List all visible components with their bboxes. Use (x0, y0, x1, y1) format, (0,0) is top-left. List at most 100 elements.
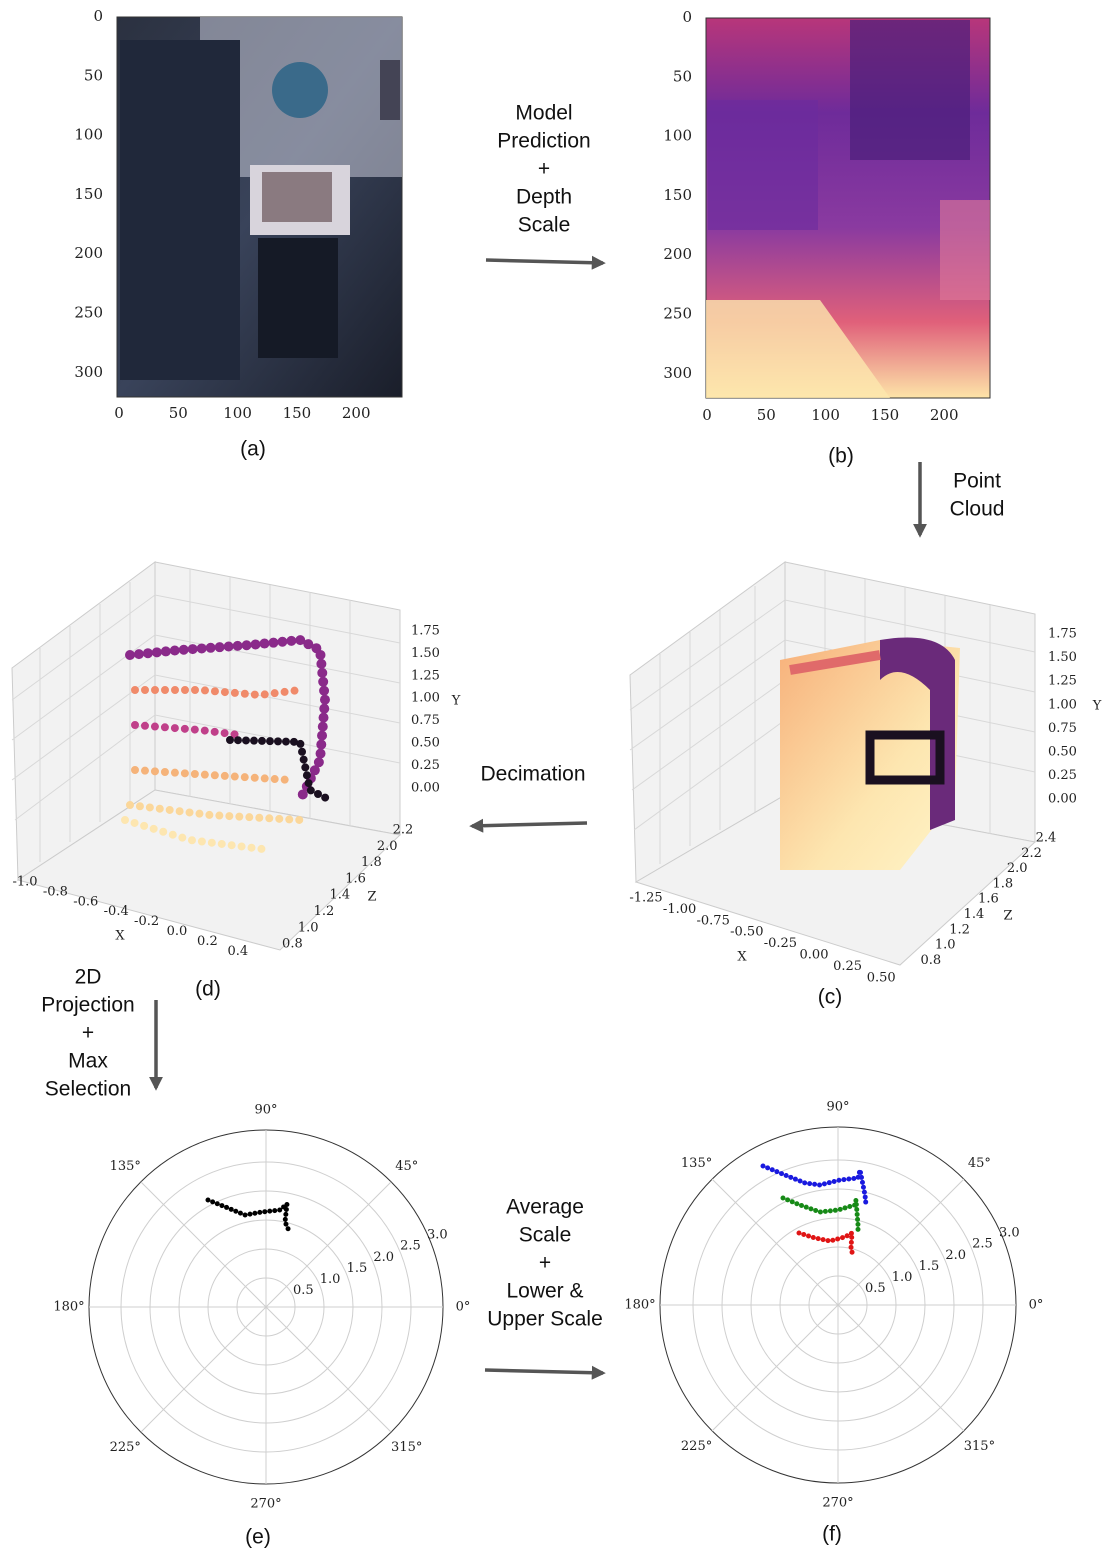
radius-label: 1.0 (892, 1270, 913, 1285)
radius-label: 3.0 (427, 1228, 448, 1243)
y-tick-label: 50 (84, 66, 103, 84)
z-tick-label: 1.8 (361, 855, 382, 870)
radius-label: 1.5 (919, 1259, 940, 1274)
y-tick-label: 1.50 (411, 646, 440, 661)
step-label: Prediction (497, 130, 590, 153)
z-tick-label: 0.8 (920, 953, 941, 968)
caption: (f) (822, 1523, 842, 1546)
step-label: + (539, 1252, 551, 1275)
x-tick-label: 200 (930, 406, 959, 424)
caption: (a) (240, 438, 266, 461)
x-tick-label: -1.00 (663, 902, 696, 917)
y-tick-label: 50 (673, 67, 692, 85)
axis-label: Y (451, 694, 461, 709)
y-tick-label: 0.00 (1048, 792, 1077, 807)
step-label: Depth (516, 186, 572, 209)
x-tick-label: -1.25 (629, 891, 662, 906)
x-tick-label: 100 (811, 406, 840, 424)
x-tick-label: -0.50 (730, 925, 763, 940)
y-tick-label: 0.25 (411, 758, 440, 773)
angle-label: 90° (826, 1100, 849, 1115)
y-tick-label: 0.25 (1048, 768, 1077, 783)
figure: 050100150200050100150200250300(a)0501001… (0, 0, 1110, 1551)
y-tick-label: 250 (74, 304, 103, 322)
x-tick-label: 0.00 (800, 948, 829, 963)
photo-panel (117, 17, 402, 397)
x-tick-label: -0.8 (43, 884, 68, 899)
y-tick-label: 100 (74, 126, 103, 144)
z-tick-label: 2.0 (377, 839, 398, 854)
angle-label: 270° (822, 1496, 853, 1511)
y-tick-label: 1.75 (1048, 627, 1077, 642)
radius-label: 1.0 (320, 1272, 341, 1287)
y-tick-label: 100 (663, 127, 692, 145)
radius-label: 2.5 (972, 1237, 993, 1252)
x-tick-label: 0.25 (833, 959, 862, 974)
step-label: Model (515, 102, 572, 125)
z-tick-label: 1.4 (329, 888, 350, 903)
z-tick-label: 1.2 (314, 904, 335, 919)
step-label: 2D (75, 966, 102, 989)
y-tick-label: 250 (663, 305, 692, 323)
z-tick-label: 2.2 (1021, 846, 1042, 861)
angle-label: 180° (624, 1298, 655, 1313)
y-tick-label: 1.00 (411, 691, 440, 706)
z-tick-label: 1.6 (978, 892, 999, 907)
angle-label: 180° (53, 1300, 84, 1315)
axis-label: Y (1092, 699, 1102, 714)
z-tick-label: 2.0 (1007, 861, 1028, 876)
caption: (d) (195, 978, 221, 1001)
axis-label: X (737, 950, 747, 965)
z-tick-label: 1.2 (949, 922, 970, 937)
z-tick-label: 1.8 (992, 876, 1013, 891)
radius-label: 0.5 (293, 1283, 314, 1298)
axis-label: X (115, 929, 125, 944)
y-tick-label: 0.75 (1048, 721, 1077, 736)
step-label: Selection (45, 1078, 131, 1101)
radius-label: 1.5 (347, 1261, 368, 1276)
caption: (c) (818, 986, 843, 1009)
y-tick-label: 150 (74, 185, 103, 203)
angle-label: 135° (681, 1156, 712, 1171)
angle-label: 45° (968, 1156, 991, 1171)
y-tick-label: 0 (682, 8, 692, 26)
step-label: Max (68, 1050, 108, 1073)
x-tick-label: -0.6 (73, 894, 98, 909)
z-tick-label: 1.0 (298, 920, 319, 935)
x-tick-label: -0.4 (104, 904, 129, 919)
x-tick-label: 50 (757, 406, 776, 424)
x-tick-label: 150 (283, 404, 312, 422)
angle-label: 90° (254, 1103, 277, 1118)
polar-plot (660, 1127, 1016, 1483)
y-tick-label: 1.50 (1048, 650, 1077, 665)
step-label: Decimation (480, 763, 585, 786)
radius-label: 3.0 (999, 1226, 1020, 1241)
depth-panel (706, 18, 990, 398)
x-tick-label: 0.4 (227, 944, 248, 959)
x-tick-label: 150 (871, 406, 900, 424)
z-tick-label: 1.4 (964, 907, 985, 922)
angle-label: 225° (110, 1440, 141, 1455)
y-tick-label: 200 (74, 244, 103, 262)
y-tick-label: 1.25 (411, 668, 440, 683)
radius-label: 2.0 (945, 1248, 966, 1263)
y-tick-label: 0.00 (411, 780, 440, 795)
x-tick-label: -0.75 (697, 913, 730, 928)
x-tick-label: 200 (342, 404, 371, 422)
axis-label: Z (367, 890, 376, 905)
y-tick-label: 150 (663, 186, 692, 204)
z-tick-label: 1.0 (935, 938, 956, 953)
angle-label: 45° (395, 1159, 418, 1174)
caption: (e) (245, 1526, 271, 1549)
y-tick-label: 300 (74, 363, 103, 381)
x-tick-label: 50 (169, 404, 188, 422)
radius-label: 2.0 (373, 1250, 394, 1265)
y-tick-label: 0.50 (411, 736, 440, 751)
x-tick-label: 100 (223, 404, 252, 422)
angle-label: 0° (456, 1300, 471, 1315)
z-tick-label: 1.6 (345, 871, 366, 886)
y-tick-label: 300 (663, 364, 692, 382)
z-tick-label: 0.8 (282, 937, 303, 952)
y-tick-label: 1.75 (411, 624, 440, 639)
step-label: Upper Scale (487, 1308, 603, 1331)
